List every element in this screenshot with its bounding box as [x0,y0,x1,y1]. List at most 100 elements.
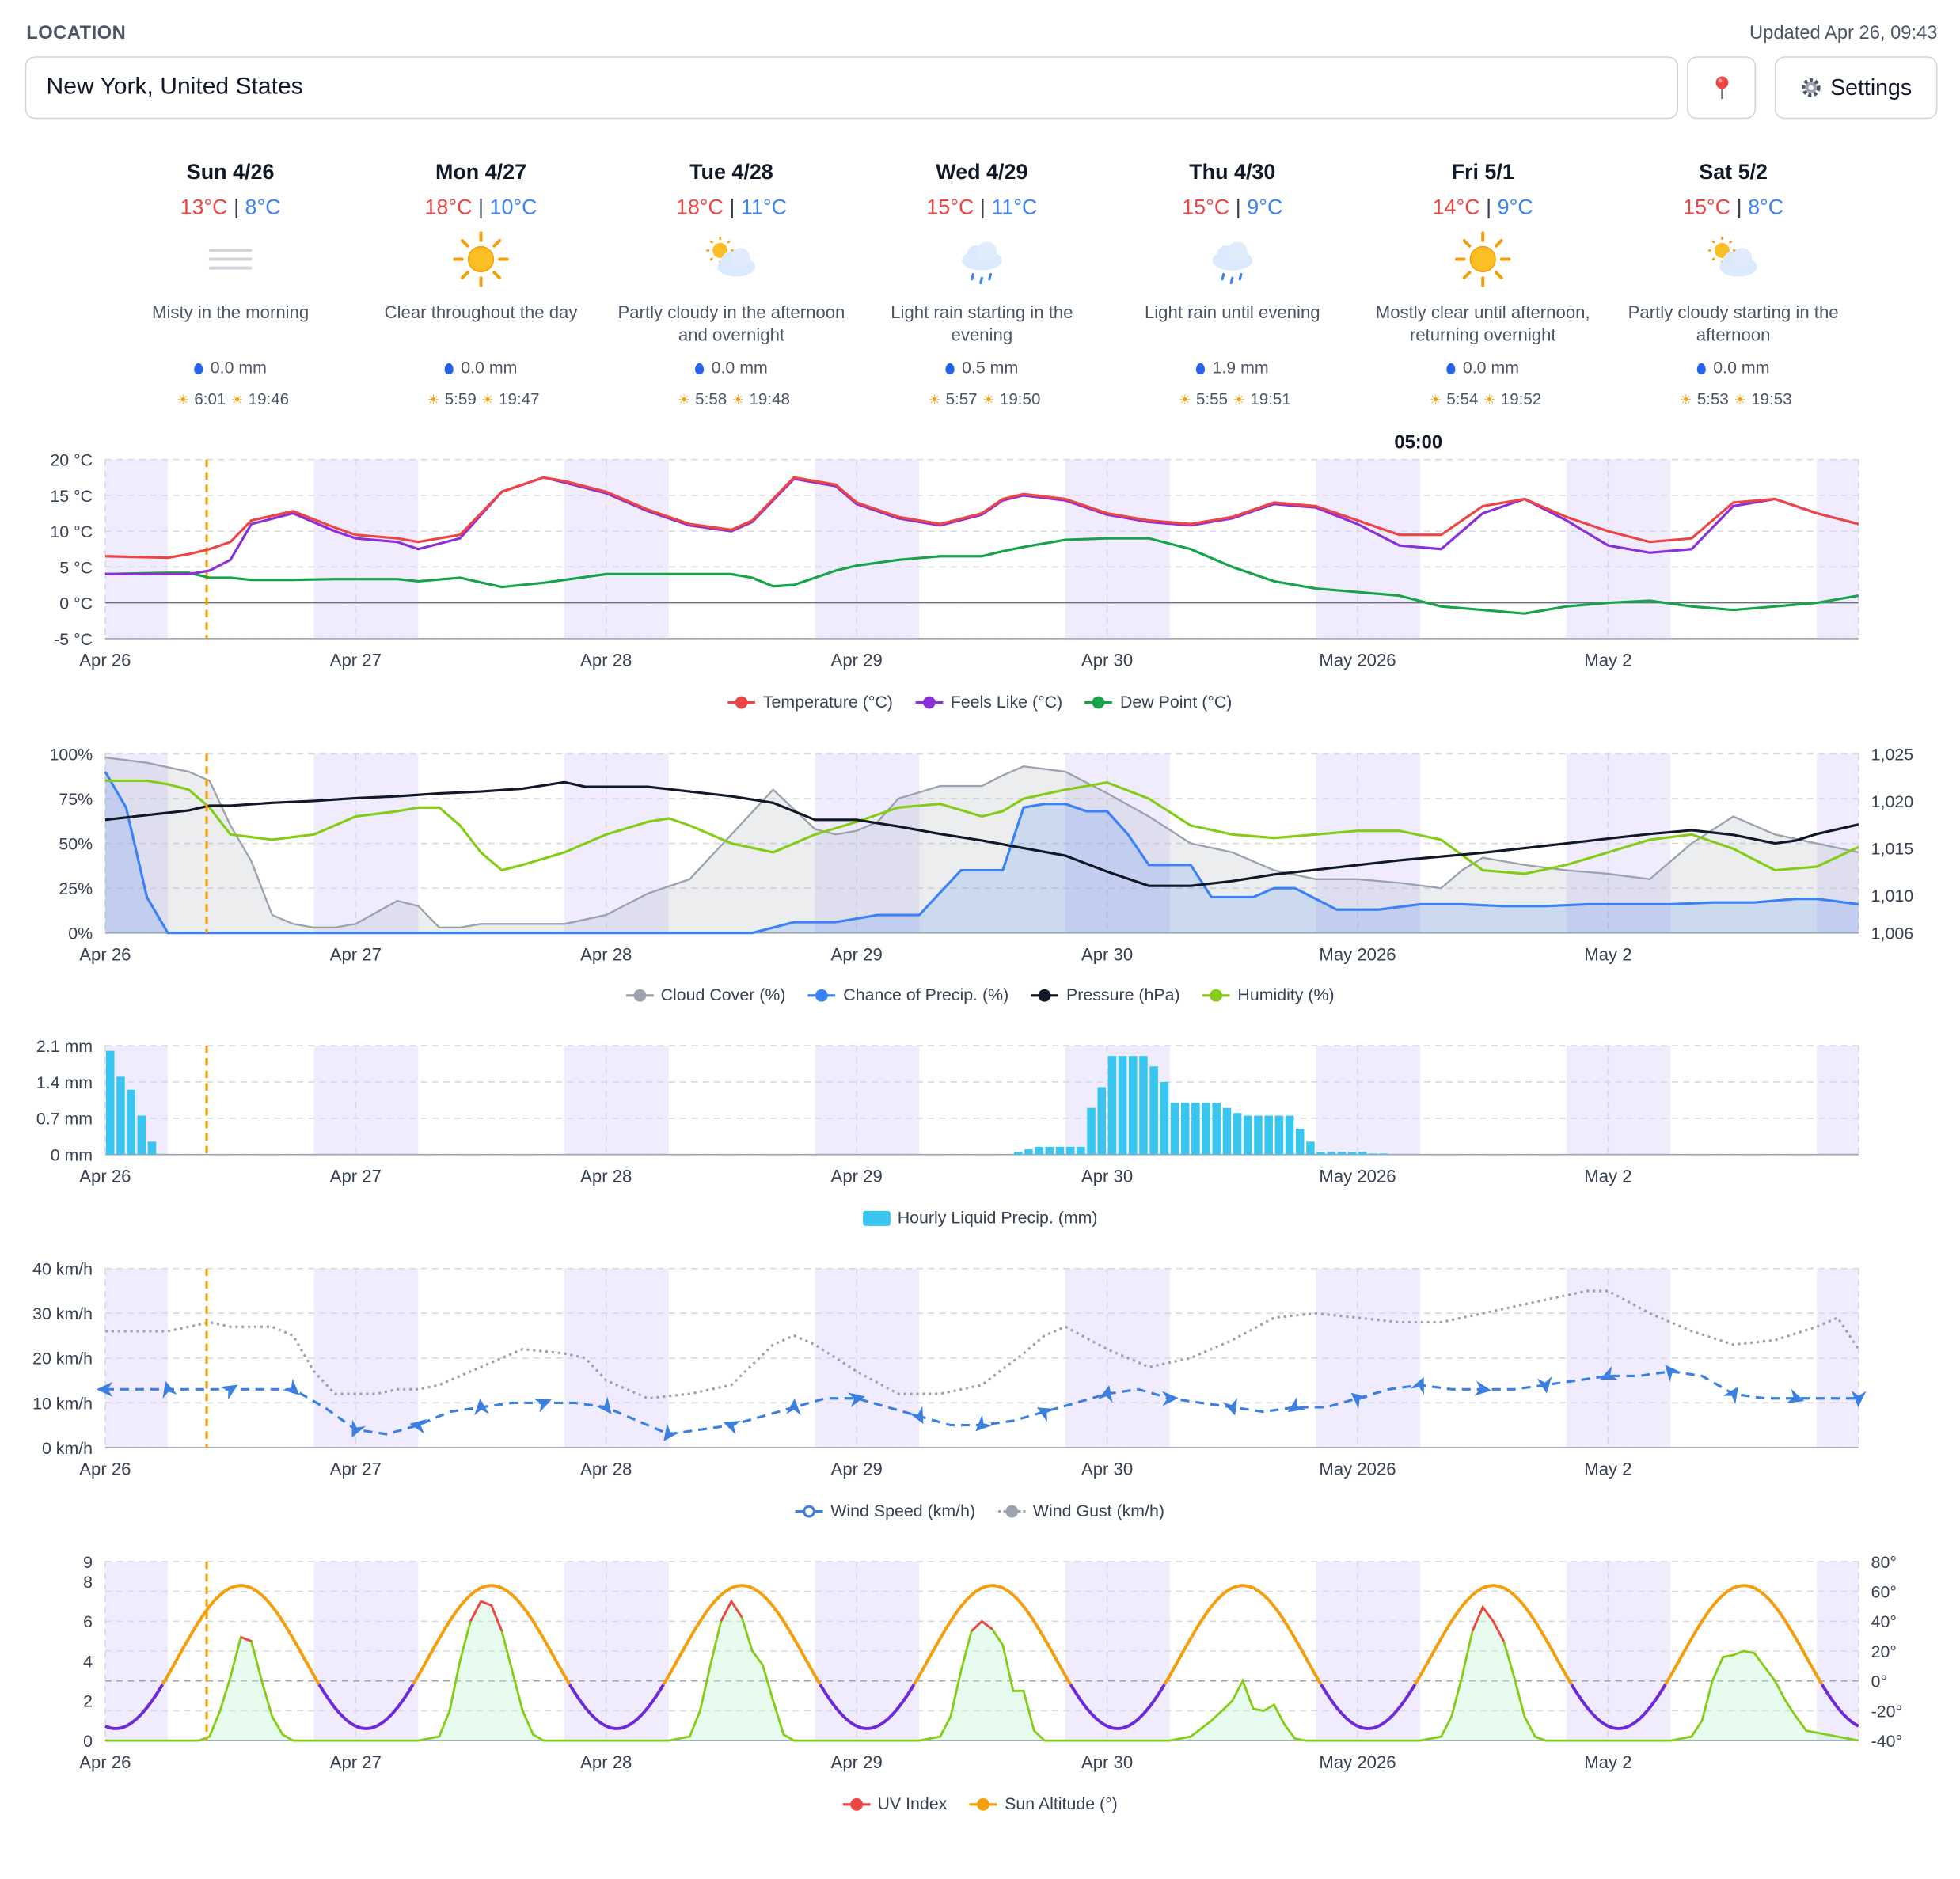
sun-times: ☀ 5:59 ☀ 19:47 [355,389,606,408]
wind-arrow-icon [1410,1376,1424,1395]
sunrise-time: 5:58 [695,389,727,408]
precipitation-legend: Hourly Liquid Precip. (mm) [0,1209,1960,1227]
high-temp: 15°C [1182,195,1230,219]
y-tick-label: 1.4 mm [36,1073,93,1092]
rain-cloud-icon [962,241,1002,285]
temperature-legend: Temperature (°C) Feels Like (°C) Dew Point… [0,693,1960,712]
wind-arrow-icon [1786,1388,1805,1403]
day-card[interactable]: Wed 4/29 15°C | 11°C Light rain starting… [857,161,1107,423]
wind-arrow-icon [847,1392,865,1407]
y-tick-label: 0 [83,1732,93,1751]
partly-cloudy-icon [706,237,756,277]
legend-label: Pressure (hPa) [1065,985,1180,1004]
day-name: Sat 5/2 [1699,160,1768,184]
x-tick-label: May 2026 [1319,1167,1396,1186]
series-line [104,537,1859,615]
precip-amount: 1.9 mm [1212,358,1269,378]
precip-bar [1369,1153,1377,1155]
low-temp: 8°C [245,195,281,219]
legend-item[interactable]: Humidity (%) [1202,985,1335,1004]
day-precip: 0.0 mm [105,358,355,377]
raindrop-icon [1696,363,1706,375]
location-input[interactable] [25,56,1679,120]
legend-item[interactable]: Dew Point (°C) [1084,692,1233,712]
day-temps: 15°C | 8°C [1683,195,1784,219]
x-tick-label: May 2 [1584,1752,1631,1772]
legend-label: Feels Like (°C) [950,692,1063,712]
y-tick-label: 0 km/h [42,1439,93,1458]
sunrise-icon: ☀ [1429,393,1442,408]
precip-bar [1107,1056,1117,1155]
precip-bar [1233,1113,1242,1155]
x-tick-label: Apr 26 [79,1460,131,1479]
night-band [1817,459,1859,639]
y-tick-label: 5 °C [59,558,93,577]
y-tick-label: 8 [83,1573,93,1592]
legend-item[interactable]: Chance of Precip. (%) [807,985,1009,1004]
x-tick-label: Apr 26 [79,944,131,964]
legend-label: Chance of Precip. (%) [843,985,1009,1004]
day-card[interactable]: Sun 4/26 13°C | 8°C Misty in the morning… [105,161,355,423]
sunset-icon: ☀ [982,393,995,408]
low-temp: 11°C [740,195,788,219]
sunrise-icon: ☀ [1679,393,1692,408]
pressure-line [104,780,1859,887]
wind-chart[interactable]: 40 km/h 30 km/h 20 km/h 10 km/h 0 km/h Apr 26… [0,1256,1960,1488]
x-tick-label: Apr 30 [1081,1752,1133,1772]
legend-item[interactable]: Wind Speed (km/h) [795,1501,975,1520]
y-tick-label: 0 °C [59,594,93,613]
legend-item[interactable]: Sun Altitude (°) [969,1794,1118,1813]
sunset-icon: ☀ [230,393,244,408]
precip-bar [1254,1115,1263,1155]
legend-item[interactable]: Hourly Liquid Precip. (mm) [862,1209,1098,1227]
x-tick-label: Apr 26 [79,651,131,670]
precip-bar [1013,1152,1023,1155]
legend-swatch [915,695,944,708]
day-card[interactable]: Mon 4/27 18°C | 10°C Clear throughout th… [355,161,606,423]
x-tick-label: May 2026 [1319,1752,1396,1772]
day-card[interactable]: Thu 4/30 15°C | 9°C Light rain until eve… [1107,161,1358,423]
y-tick-label: 75% [59,790,93,809]
precip-bar [1222,1107,1232,1155]
wind-arrow-icon [1536,1376,1552,1394]
use-location-button[interactable] [1687,56,1757,120]
legend-swatch [1202,989,1230,1001]
precip-bar [1202,1103,1210,1155]
legend-item[interactable]: Wind Gust (km/h) [997,1501,1164,1520]
settings-button[interactable]: Settings [1774,56,1938,120]
partly-cloudy-icon [1707,237,1757,277]
x-tick-label: May 2 [1584,1460,1631,1479]
day-card[interactable]: Fri 5/1 14°C | 9°C Mostly clear until af… [1358,161,1608,423]
legend-item[interactable]: Temperature (°C) [727,693,893,712]
legend-swatch [842,1797,870,1810]
uv-sun-chart[interactable]: 98 6 4 2 0 80° 60° 40° 20° 0° -20° -40° Apr 26 Apr 27… [0,1549,1960,1781]
high-temp: 18°C [675,195,724,219]
wind-arrow-icon [909,1406,924,1425]
y-tick-label: 100% [49,745,93,764]
day-card[interactable]: Tue 4/28 18°C | 11°C Partly cloudy in th… [606,161,857,423]
sunset-icon: ☀ [1233,393,1246,408]
precipitation-chart[interactable]: 2.1 mm 1.4 mm 0.7 mm 0 mm Apr 26 Apr 27 Apr 28… [0,1033,1960,1190]
legend-item[interactable]: Cloud Cover (%) [625,985,785,1004]
day-card[interactable]: Sat 5/2 15°C | 8°C Partly cloudy startin… [1608,161,1858,423]
uv-line [104,1599,1859,1742]
sunrise-time: 5:54 [1446,389,1479,408]
clouds-pressure-legend: Cloud Cover (%) Chance of Precip. (%) Pres… [0,985,1960,1004]
precip-bar [1264,1115,1273,1155]
legend-label: Dew Point (°C) [1119,692,1233,712]
legend-item[interactable]: Feels Like (°C) [915,693,1062,712]
day-summary: Clear throughout the day [384,302,578,322]
legend-item[interactable]: UV Index [842,1794,947,1813]
y-tick-label: 15 °C [50,487,93,506]
precip-bar [1337,1152,1347,1155]
night-band [564,1046,669,1155]
day-temps: 15°C | 11°C [926,195,1038,219]
legend-label: Cloud Cover (%) [660,985,786,1004]
sun-times: ☀ 5:55 ☀ 19:51 [1107,389,1358,408]
legend-item[interactable]: Pressure (hPa) [1031,985,1180,1004]
wind-arrow-icon [162,1380,177,1399]
wind-arrow-icon [1036,1407,1055,1422]
sunset-time: 19:50 [999,389,1041,408]
clouds-pressure-chart[interactable]: 100% 75% 50% 25% 0% 1,025 1,020 1,015 1,010 1,006… [0,738,1960,970]
temperature-chart[interactable]: 20 °C 15 °C 10 °C 5 °C 0 °C -5 °C Apr 26 Apr 27… [0,445,1960,677]
